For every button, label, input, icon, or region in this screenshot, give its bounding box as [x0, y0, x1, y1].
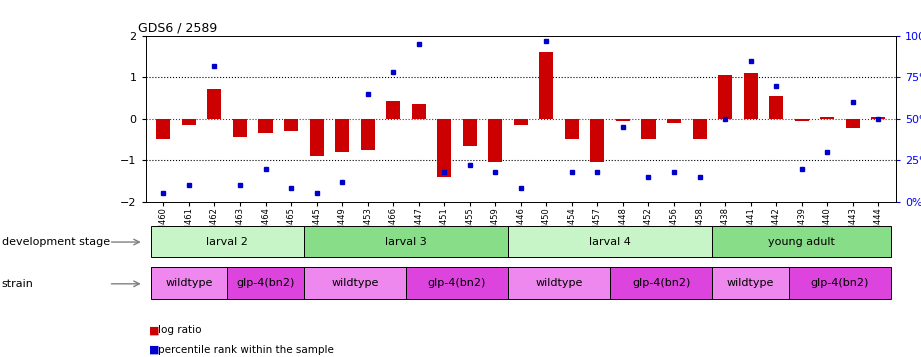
Text: young adult: young adult: [768, 237, 835, 247]
Bar: [718, 75, 732, 119]
Bar: [437, 119, 451, 177]
Text: wildtype: wildtype: [165, 278, 213, 288]
Text: glp-4(bn2): glp-4(bn2): [237, 278, 295, 288]
Bar: [611, 267, 712, 298]
Text: GDS6 / 2589: GDS6 / 2589: [138, 21, 217, 35]
Text: larval 3: larval 3: [385, 237, 426, 247]
Bar: [641, 119, 656, 140]
Bar: [157, 119, 170, 140]
Text: glp-4(bn2): glp-4(bn2): [428, 278, 486, 288]
Text: glp-4(bn2): glp-4(bn2): [810, 278, 869, 288]
Bar: [151, 267, 227, 298]
Bar: [769, 96, 783, 119]
Text: strain: strain: [2, 279, 34, 289]
Bar: [488, 119, 502, 162]
Bar: [508, 267, 611, 298]
Text: larval 4: larval 4: [589, 237, 631, 247]
Text: wildtype: wildtype: [332, 278, 379, 288]
Bar: [386, 101, 401, 119]
Text: ■: ■: [149, 345, 159, 355]
Bar: [540, 52, 554, 119]
Bar: [304, 267, 406, 298]
Bar: [227, 267, 304, 298]
Bar: [182, 119, 196, 125]
Bar: [207, 89, 221, 119]
Bar: [712, 226, 891, 257]
Bar: [712, 267, 789, 298]
Bar: [789, 267, 891, 298]
Bar: [693, 119, 706, 140]
Bar: [845, 119, 859, 128]
Bar: [335, 119, 349, 152]
Bar: [616, 119, 630, 121]
Bar: [284, 119, 298, 131]
Bar: [667, 119, 681, 123]
Bar: [304, 226, 508, 257]
Text: larval 2: larval 2: [206, 237, 248, 247]
Bar: [743, 73, 758, 119]
Bar: [361, 119, 375, 150]
Bar: [412, 104, 426, 119]
Bar: [309, 119, 323, 156]
Bar: [795, 119, 809, 121]
Text: development stage: development stage: [2, 237, 110, 247]
Bar: [508, 226, 712, 257]
Text: log ratio: log ratio: [158, 325, 202, 335]
Bar: [462, 119, 477, 146]
Bar: [233, 119, 247, 137]
Text: percentile rank within the sample: percentile rank within the sample: [158, 345, 334, 355]
Text: wildtype: wildtype: [535, 278, 583, 288]
Bar: [514, 119, 528, 125]
Text: ■: ■: [149, 325, 159, 335]
Bar: [821, 117, 834, 119]
Bar: [406, 267, 508, 298]
Bar: [151, 226, 304, 257]
Bar: [871, 117, 885, 119]
Bar: [565, 119, 579, 140]
Bar: [590, 119, 604, 162]
Text: wildtype: wildtype: [727, 278, 775, 288]
Text: glp-4(bn2): glp-4(bn2): [632, 278, 691, 288]
Bar: [259, 119, 273, 133]
